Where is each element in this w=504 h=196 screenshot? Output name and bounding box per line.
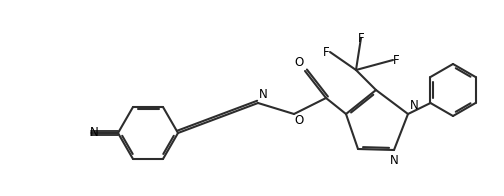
Text: N: N bbox=[410, 99, 419, 112]
Text: F: F bbox=[393, 54, 400, 66]
Text: N: N bbox=[259, 88, 267, 101]
Text: F: F bbox=[324, 45, 330, 58]
Text: O: O bbox=[294, 55, 303, 68]
Text: O: O bbox=[294, 114, 304, 128]
Text: F: F bbox=[358, 32, 364, 44]
Text: N: N bbox=[90, 126, 99, 140]
Text: N: N bbox=[390, 153, 398, 166]
